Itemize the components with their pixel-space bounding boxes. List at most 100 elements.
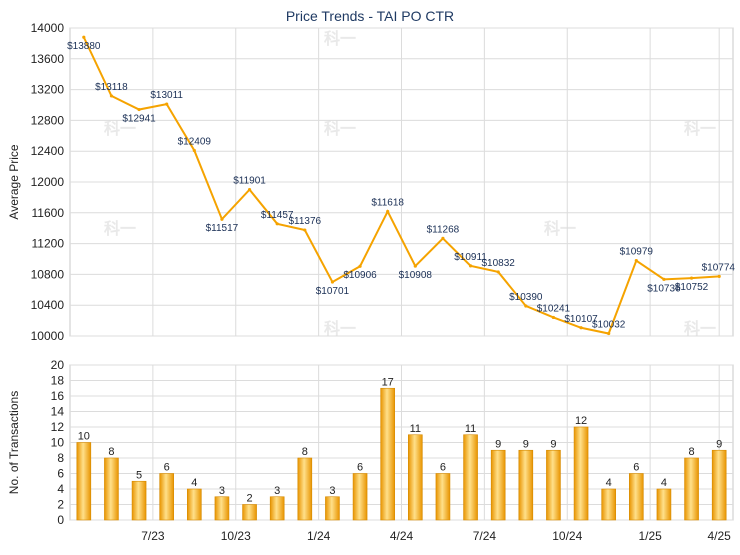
price-point (579, 326, 583, 330)
price-point (82, 35, 86, 39)
transactions-bar (297, 457, 313, 521)
transactions-bar (601, 488, 616, 521)
transactions-bar (131, 480, 147, 521)
watermark-mark: 科一 (324, 29, 356, 48)
price-y-tick-label: 12800 (31, 113, 65, 127)
price-series-line (82, 36, 720, 335)
transactions-y-tick-label: 18 (51, 374, 65, 388)
price-data-label: $11901 (233, 176, 266, 187)
transactions-bar (656, 488, 672, 521)
price-point (109, 94, 114, 98)
transactions-bar-label: 11 (410, 423, 421, 435)
price-y-tick-label: 12400 (31, 144, 65, 158)
price-point (220, 217, 224, 221)
transactions-bar-label: 17 (382, 376, 394, 388)
chart-title: Price Trends - TAI PO CTR (286, 8, 454, 24)
price-point (607, 331, 611, 336)
transactions-bar-label: 4 (191, 477, 197, 489)
watermark-mark: 科一 (104, 219, 136, 238)
transactions-bar-label: 3 (219, 485, 225, 497)
transactions-bar (214, 496, 230, 521)
transactions-bar (325, 496, 340, 521)
price-point (413, 264, 417, 268)
price-y-tick-label: 12000 (31, 175, 65, 189)
transactions-bar (380, 387, 395, 521)
price-point (441, 236, 445, 240)
transactions-bar-label: 9 (495, 438, 501, 450)
price-data-label: $11268 (427, 224, 460, 235)
price-data-label: $10752 (675, 282, 709, 293)
price-point (524, 304, 528, 308)
transactions-bar (546, 449, 561, 521)
price-y-tick-label: 11200 (32, 237, 65, 251)
price-point (689, 276, 694, 280)
x-tick-label: 10/24 (552, 529, 582, 543)
watermark-mark: 科一 (104, 119, 136, 138)
transactions-bar-label: 9 (550, 438, 556, 450)
price-data-label: $10979 (620, 247, 654, 258)
x-tick-label: 7/24 (473, 529, 497, 543)
transactions-y-tick-label: 8 (57, 451, 64, 465)
price-point (717, 274, 721, 279)
price-y-tick-label: 13200 (31, 83, 65, 97)
x-tick-label: 1/25 (638, 529, 662, 543)
transactions-bar (711, 449, 727, 521)
price-point (496, 270, 500, 274)
price-point (247, 188, 252, 192)
transactions-bar-label: 9 (523, 438, 529, 450)
transactions-y-tick-label: 2 (57, 498, 64, 512)
price-data-label: $10908 (399, 270, 433, 281)
price-point (358, 264, 362, 268)
price-data-label: $10774 (702, 262, 736, 273)
transactions-y-tick-label: 12 (51, 420, 65, 434)
price-point (137, 107, 141, 112)
x-tick-label: 4/25 (708, 529, 732, 543)
price-data-label: $10701 (316, 286, 350, 297)
transactions-bar-label: 9 (716, 438, 722, 450)
transactions-bar (435, 473, 451, 521)
transactions-bar-label: 8 (108, 446, 114, 458)
transactions-bar (463, 434, 478, 521)
price-data-label: $10107 (564, 314, 598, 325)
transactions-bar-label: 6 (633, 462, 639, 474)
price-data-label: $11457 (261, 210, 294, 221)
transactions-bar (76, 442, 92, 521)
transactions-y-tick-label: 6 (57, 467, 64, 481)
price-y-tick-label: 13600 (31, 52, 65, 66)
transactions-y-tick-label: 10 (51, 436, 65, 450)
price-data-label: $10736 (647, 283, 681, 294)
transactions-bar-label: 3 (274, 485, 280, 497)
price-y-tick-label: 14000 (31, 21, 65, 35)
transactions-bar (352, 473, 368, 521)
x-tick-label: 7/23 (141, 529, 165, 543)
price-y-tick-label: 10000 (31, 329, 65, 343)
x-tick-label: 1/24 (307, 529, 331, 543)
transactions-bar-label: 3 (329, 485, 335, 497)
transactions-y-tick-label: 14 (51, 405, 65, 419)
price-data-label: $11376 (288, 216, 321, 227)
watermark-mark: 科一 (324, 319, 356, 338)
price-point (165, 102, 169, 106)
transactions-bar (518, 449, 534, 521)
price-point (662, 277, 666, 281)
price-data-label: $12409 (178, 137, 212, 148)
price-y-tick-label: 11600 (32, 206, 65, 220)
x-tick-label: 4/24 (390, 529, 414, 543)
price-y-tick-label: 10800 (31, 267, 65, 281)
watermark-mark: 科一 (544, 219, 576, 238)
transactions-bar-label: 6 (440, 462, 446, 474)
price-point (192, 148, 196, 153)
transactions-bar (408, 434, 423, 521)
transactions-bar-label: 6 (357, 462, 363, 474)
price-data-label: $11517 (206, 223, 239, 234)
price-point (330, 280, 335, 284)
transactions-y-tick-label: 16 (51, 389, 65, 403)
price-point (634, 259, 638, 263)
watermark-mark: 科一 (324, 119, 356, 138)
transactions-bar (242, 504, 257, 521)
transactions-bar-label: 2 (247, 493, 253, 505)
price-data-label: $11618 (371, 197, 404, 208)
watermark-mark: 科一 (684, 119, 716, 138)
transactions-bar (104, 457, 119, 521)
